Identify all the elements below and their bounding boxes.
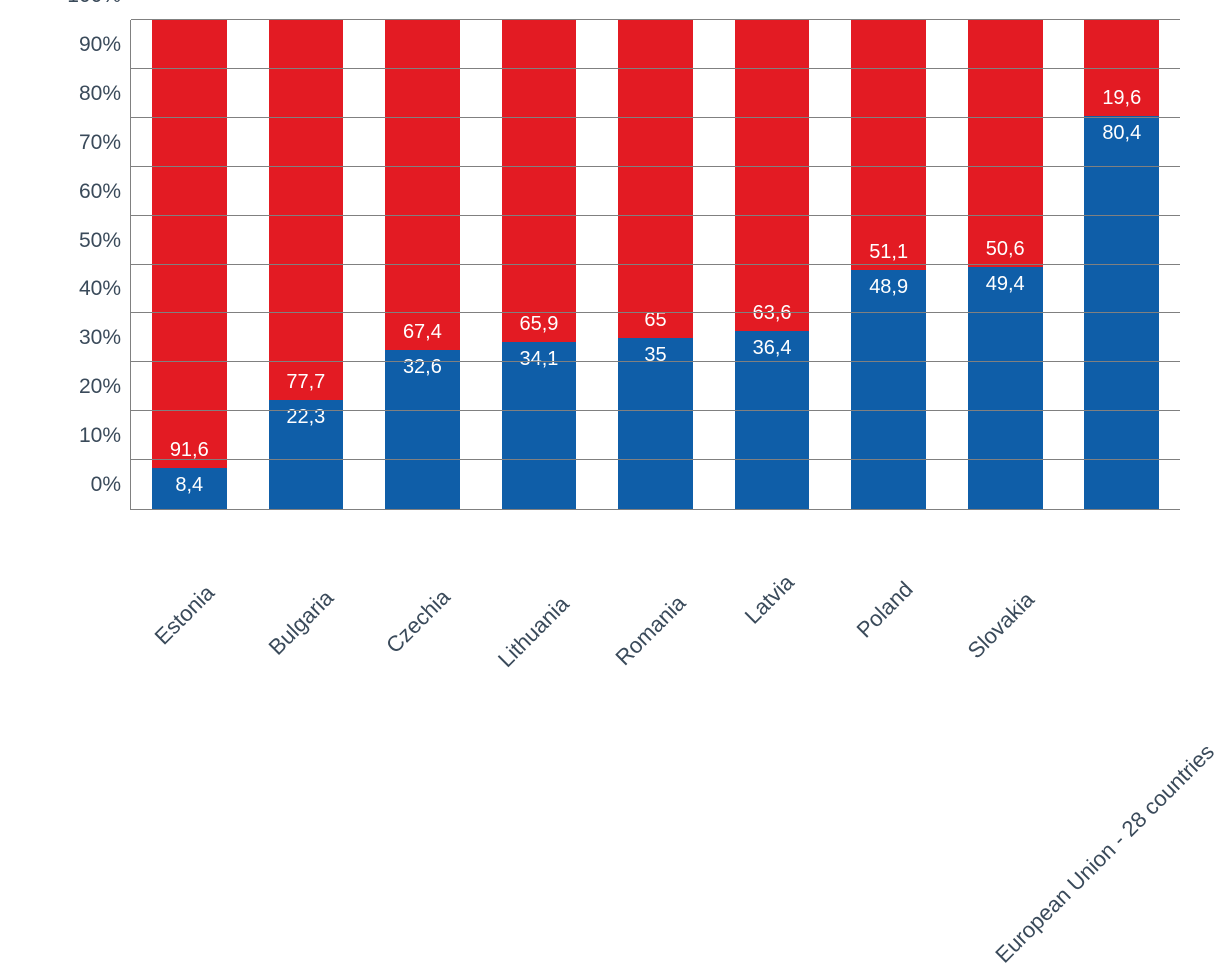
bar: 19,6 80,4 (1084, 20, 1159, 509)
bar-bottom-value: 34,1 (502, 348, 577, 371)
bar-segment-bottom: 8,4 (152, 468, 227, 509)
bar: 67,4 32,6 (385, 20, 460, 509)
x-label-slot: European Union - 28 countries (1063, 518, 1180, 838)
bar-bottom-value: 32,6 (385, 356, 460, 379)
y-tick-label: 70% (79, 131, 131, 155)
bar: 63,6 36,4 (735, 20, 810, 509)
bar-segment-top: 51,1 (851, 20, 926, 270)
x-label-slot: Lithuania (480, 518, 597, 838)
gridline (131, 19, 1180, 20)
gridline (131, 215, 1180, 216)
bar: 91,6 8,4 (152, 20, 227, 509)
bar-bottom-value: 80,4 (1084, 122, 1159, 145)
y-tick-label: 60% (79, 180, 131, 204)
bar-slot: 51,1 48,9 (830, 20, 947, 509)
bar-top-value: 63,6 (735, 302, 810, 325)
bar-segment-top: 63,6 (735, 20, 810, 331)
bar-segment-bottom: 36,4 (735, 331, 810, 509)
bar-slot: 91,6 8,4 (131, 20, 248, 509)
bar-slot: 19,6 80,4 (1064, 20, 1181, 509)
bar-segment-bottom: 35 (618, 338, 693, 509)
bar-slot: 67,4 32,6 (364, 20, 481, 509)
bar-segment-bottom: 34,1 (502, 342, 577, 509)
plot-area: 91,6 8,4 77,7 22,3 67,4 32,6 65,9 34,1 6535 63,6 3… (130, 20, 1180, 510)
bar-segment-top: 77,7 (269, 20, 344, 400)
bar-top-value: 51,1 (851, 241, 926, 264)
gridline (131, 361, 1180, 362)
x-label-slot: Slovakia (947, 518, 1064, 838)
gridline (131, 68, 1180, 69)
bar: 6535 (618, 20, 693, 509)
y-tick-label: 0% (91, 473, 131, 497)
bar-segment-bottom: 22,3 (269, 400, 344, 509)
y-tick-label: 40% (79, 277, 131, 301)
bar: 65,9 34,1 (502, 20, 577, 509)
x-axis-label: European Union - 28 countries (1201, 528, 1220, 757)
bar-slot: 50,6 49,4 (947, 20, 1064, 509)
x-label-slot: Romania (597, 518, 714, 838)
x-label-slot: Czechia (363, 518, 480, 838)
y-tick-label: 30% (79, 326, 131, 350)
gridline (131, 264, 1180, 265)
bar-slot: 63,6 36,4 (714, 20, 831, 509)
bar-segment-bottom: 32,6 (385, 350, 460, 509)
bar-bottom-value: 48,9 (851, 276, 926, 299)
bar-bottom-value: 36,4 (735, 337, 810, 360)
y-tick-label: 10% (79, 424, 131, 448)
y-tick-label: 100% (67, 0, 131, 8)
y-tick-label: 50% (79, 229, 131, 253)
bar-segment-top: 67,4 (385, 20, 460, 350)
bar: 51,1 48,9 (851, 20, 926, 509)
y-tick-label: 80% (79, 82, 131, 106)
bar-segment-top: 91,6 (152, 20, 227, 468)
bar-slot: 65,9 34,1 (481, 20, 598, 509)
bar-segment-bottom: 49,4 (968, 267, 1043, 509)
bar-top-value: 67,4 (385, 321, 460, 344)
bar-top-value: 50,6 (968, 238, 1043, 261)
gridline (131, 166, 1180, 167)
y-tick-label: 20% (79, 375, 131, 399)
bar-slot: 77,7 22,3 (248, 20, 365, 509)
bar-top-value: 19,6 (1084, 87, 1159, 110)
bar-bottom-value: 35 (618, 344, 693, 367)
x-label-slot: Latvia (713, 518, 830, 838)
y-tick-label: 90% (79, 33, 131, 57)
bar-segment-top: 50,6 (968, 20, 1043, 267)
bar: 50,6 49,4 (968, 20, 1043, 509)
x-label-slot: Poland (830, 518, 947, 838)
gridline (131, 117, 1180, 118)
bar: 77,7 22,3 (269, 20, 344, 509)
bar-segment-bottom: 48,9 (851, 270, 926, 509)
bar-bottom-value: 49,4 (968, 273, 1043, 296)
x-label-slot: Bulgaria (247, 518, 364, 838)
gridline (131, 312, 1180, 313)
stacked-bar-chart: 91,6 8,4 77,7 22,3 67,4 32,6 65,9 34,1 6535 63,6 3… (60, 20, 1190, 840)
bar-bottom-value: 8,4 (152, 474, 227, 497)
bar-top-value: 77,7 (269, 371, 344, 394)
x-axis-labels: EstoniaBulgariaCzechiaLithuaniaRomaniaLa… (130, 518, 1180, 838)
bar-slot: 6535 (597, 20, 714, 509)
gridline (131, 410, 1180, 411)
x-label-slot: Estonia (130, 518, 247, 838)
gridline (131, 459, 1180, 460)
bars-row: 91,6 8,4 77,7 22,3 67,4 32,6 65,9 34,1 6535 63,6 3… (131, 20, 1180, 509)
bar-top-value: 65,9 (502, 313, 577, 336)
